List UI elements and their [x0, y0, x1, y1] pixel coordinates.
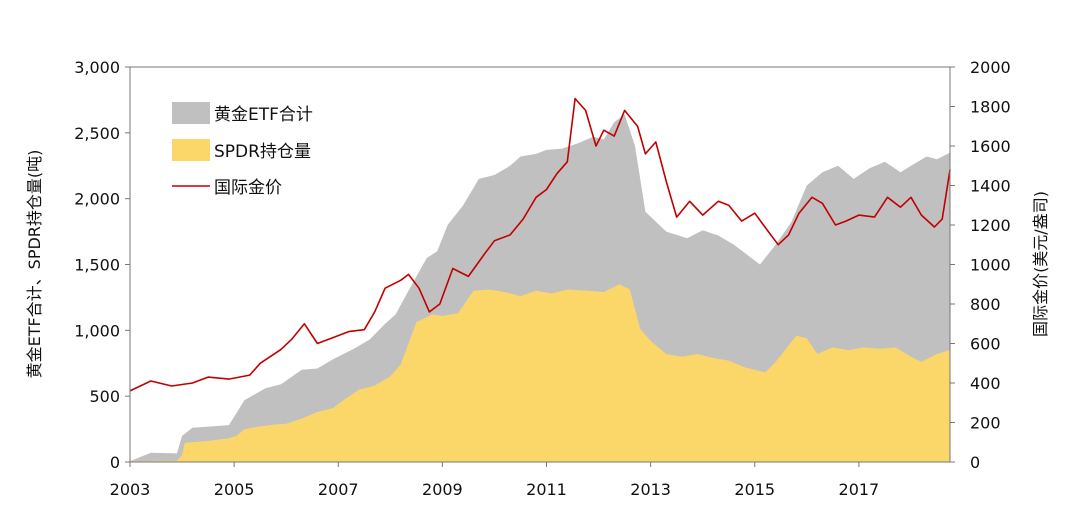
x-tick-label: 2013 — [630, 480, 671, 499]
y-left-tick-label: 1,000 — [74, 321, 120, 340]
x-tick-label: 2017 — [839, 480, 880, 499]
y-right-tick-label: 1400 — [970, 177, 1011, 196]
y-left-tick-label: 1,500 — [74, 256, 120, 275]
x-tick-label: 2015 — [734, 480, 775, 499]
legend: 黄金ETF合计 SPDR持仓量 国际金价 — [172, 102, 313, 198]
x-tick-label: 2009 — [422, 480, 463, 499]
x-tick-label: 2003 — [110, 480, 151, 499]
y-right-tick-label: 600 — [970, 335, 1001, 354]
y-left-tick-label: 500 — [89, 387, 120, 406]
x-tick-label: 2007 — [318, 480, 359, 499]
y-left-tick-label: 3,000 — [74, 58, 120, 77]
y-right-axis-label: 国际金价(美元/盎司) — [1031, 191, 1050, 337]
line-series-2 — [129, 97, 951, 392]
y-left-tick-label: 2,000 — [74, 190, 120, 209]
legend-swatch-spdr — [172, 139, 210, 161]
area-layer — [130, 114, 950, 463]
y-right-tick-label: 800 — [970, 295, 1001, 314]
axes-layer: 0 500 1,000 1,500 2,000 2,500 3,000 0 200 400 600 8… — [74, 58, 1011, 499]
legend-label-spdr: SPDR持仓量 — [214, 142, 311, 162]
y-right-tick-label: 2000 — [970, 58, 1011, 77]
y-left-axis-label: 黄金ETF合计、SPDR持仓量(吨) — [25, 150, 44, 379]
legend-label-etf-total: 黄金ETF合计 — [214, 105, 313, 125]
y-right-tick-label: 400 — [970, 374, 1001, 393]
legend-label-gold-price: 国际金价 — [214, 178, 282, 198]
area-series-1 — [130, 284, 950, 462]
x-tick-label: 2011 — [526, 480, 567, 499]
y-right-tick-label: 1000 — [970, 256, 1011, 275]
x-tick-label: 2005 — [214, 480, 255, 499]
legend-swatch-etf-total — [172, 102, 210, 124]
y-right-tick-label: 1800 — [970, 98, 1011, 117]
y-left-tick-label: 0 — [110, 453, 120, 472]
y-right-tick-label: 0 — [970, 453, 980, 472]
y-left-tick-label: 2,500 — [74, 124, 120, 143]
y-right-tick-label: 1600 — [970, 137, 1011, 156]
y-right-tick-label: 200 — [970, 414, 1001, 433]
y-right-tick-label: 1200 — [970, 216, 1011, 235]
line-layer — [129, 97, 951, 392]
